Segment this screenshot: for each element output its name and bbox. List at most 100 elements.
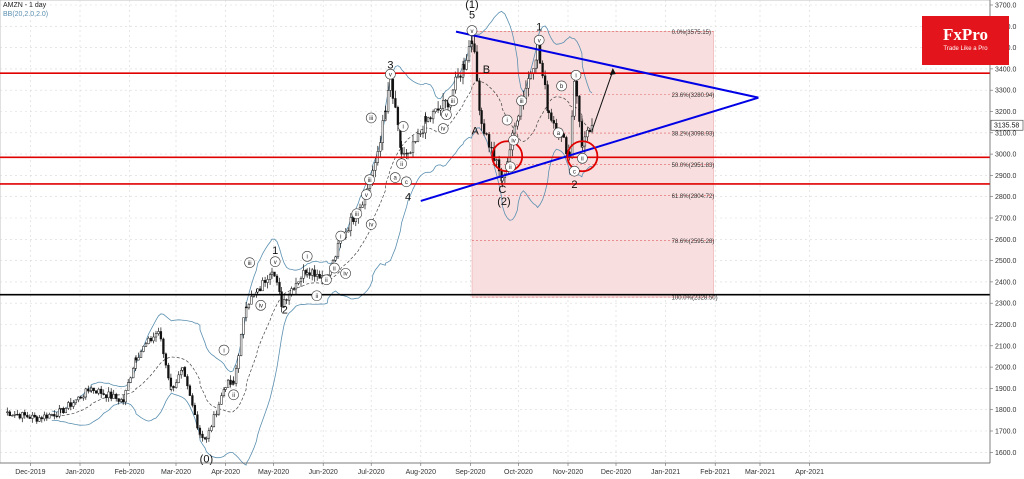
- candle-body: [256, 288, 259, 293]
- candle-body: [470, 40, 474, 45]
- candle-body: [72, 402, 75, 407]
- candle-body: [570, 115, 574, 158]
- time-tick-label: Apr-2021: [795, 469, 824, 476]
- candle-body: [90, 387, 93, 391]
- wave-label: i: [575, 73, 576, 79]
- candle-body: [79, 396, 82, 399]
- candle-body: [266, 279, 269, 283]
- candle-body: [157, 331, 160, 334]
- fib-label: 78.6%(2595.28): [672, 239, 715, 245]
- time-tick-label: Mar-2020: [161, 469, 191, 476]
- candle-body: [454, 76, 457, 91]
- wave-label: 3: [387, 60, 393, 72]
- candle-body: [120, 399, 123, 402]
- candle-body: [210, 426, 213, 431]
- price-tick-label: 3300.0: [995, 88, 1017, 95]
- candle-body: [431, 111, 435, 120]
- candle-body: [180, 370, 183, 376]
- wave-label-ring: [505, 161, 516, 173]
- candle-body: [132, 368, 135, 379]
- wave-label: iii: [248, 261, 252, 267]
- candle-body: [462, 64, 466, 70]
- wave-label: iv: [441, 127, 445, 133]
- candle-body: [263, 280, 267, 283]
- wave-label: iii: [355, 212, 359, 218]
- candle-body: [201, 433, 204, 438]
- wave-label-ring: [269, 256, 281, 267]
- wave-label-ring: [396, 158, 407, 169]
- price-tick-label: 2800.0: [995, 194, 1017, 201]
- candle-body: [318, 273, 321, 279]
- candle-body: [23, 412, 26, 416]
- time-tick-label: Feb-2021: [700, 469, 730, 476]
- candle-body: [306, 272, 309, 275]
- candle-body: [275, 275, 279, 283]
- candle-body: [188, 385, 192, 396]
- candle-body: [384, 110, 387, 113]
- bb-upper: [51, 10, 593, 413]
- candle-body: [389, 78, 392, 91]
- candle-body: [280, 291, 283, 307]
- price-tick-label: 2900.0: [995, 173, 1017, 180]
- wave-label-ring: [364, 174, 375, 185]
- candle-body: [105, 394, 108, 399]
- candle-body: [205, 437, 208, 440]
- wave-label-ring: [311, 290, 323, 302]
- candle-body: [517, 115, 520, 122]
- candle-body: [110, 391, 113, 399]
- time-tick-label: Sep-2020: [455, 469, 485, 476]
- wave-label: 4: [405, 192, 411, 204]
- price-tick-label: 1700.0: [995, 429, 1017, 436]
- candle-body: [58, 408, 61, 417]
- candle-body: [16, 414, 19, 416]
- candle-body: [142, 346, 145, 352]
- wave-label-ring: [389, 172, 401, 183]
- candle-body: [543, 75, 547, 85]
- candle-body: [334, 256, 337, 261]
- candle-body: [26, 414, 29, 418]
- candle-body: [172, 386, 175, 388]
- candle-body: [485, 133, 488, 135]
- wave-label: iii: [368, 178, 372, 184]
- candle-body: [167, 364, 170, 379]
- candle-body: [127, 382, 130, 391]
- candle-body: [409, 152, 412, 154]
- candle-body: [532, 68, 535, 74]
- candle-body: [374, 162, 377, 171]
- candle-body: [501, 177, 504, 182]
- candle-body: [152, 336, 155, 342]
- candle-body: [21, 412, 24, 419]
- candle-body: [100, 388, 103, 394]
- wave-label: iii: [369, 116, 373, 122]
- candle-body: [516, 120, 519, 127]
- wave-label: v: [471, 29, 474, 35]
- wave-label-ring: [228, 389, 239, 401]
- candle-body: [294, 283, 298, 290]
- wave-label-ring: [218, 344, 230, 356]
- price-tick-label: 2100.0: [995, 343, 1017, 350]
- triangle-lower: [420, 96, 759, 202]
- candle-body: [242, 317, 245, 335]
- wave-label-ring: [335, 230, 347, 242]
- candle-body: [465, 59, 468, 70]
- wave-label: a: [557, 131, 561, 137]
- candle-body: [77, 396, 80, 401]
- wave-label-ring: [501, 114, 513, 126]
- candle-body: [33, 414, 36, 417]
- candle-body: [402, 152, 406, 155]
- current-price-box: [990, 119, 1024, 131]
- wave-label: v: [274, 260, 277, 266]
- time-tick-label: Dec-2019: [15, 469, 45, 476]
- candle-body: [578, 95, 581, 122]
- candle-body: [261, 280, 264, 292]
- candle-body: [6, 411, 9, 413]
- candle-body: [541, 62, 544, 77]
- candle-body: [426, 117, 430, 122]
- bollinger-bands: [51, 10, 593, 466]
- candle-body: [299, 278, 303, 283]
- wave-label-ring: [447, 95, 459, 107]
- candle-body: [391, 78, 395, 99]
- wave-label: i: [403, 125, 404, 131]
- candle-body: [122, 399, 125, 403]
- wave-label: A: [472, 126, 480, 138]
